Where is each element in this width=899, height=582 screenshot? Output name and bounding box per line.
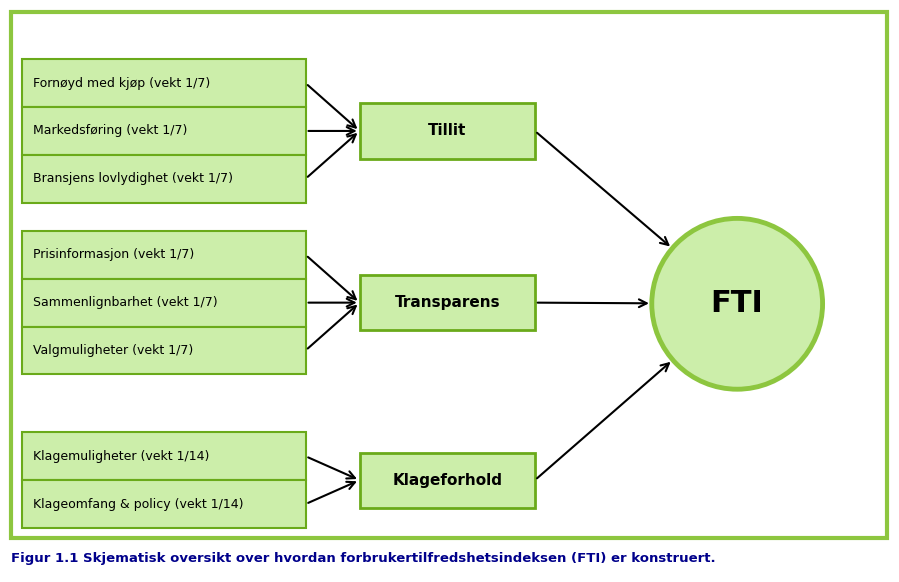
Bar xyxy=(22,279,306,327)
Bar xyxy=(22,432,306,480)
Bar xyxy=(360,104,535,158)
Text: Klageforhold: Klageforhold xyxy=(392,473,503,488)
Ellipse shape xyxy=(652,218,823,389)
Text: Tillit: Tillit xyxy=(428,123,467,139)
Bar xyxy=(360,275,535,331)
Text: Bransjens lovlydighet (vekt 1/7): Bransjens lovlydighet (vekt 1/7) xyxy=(33,172,233,185)
Text: Transparens: Transparens xyxy=(395,295,500,310)
Bar xyxy=(22,480,306,528)
Text: Valgmuligheter (vekt 1/7): Valgmuligheter (vekt 1/7) xyxy=(33,344,193,357)
Text: Markedsføring (vekt 1/7): Markedsføring (vekt 1/7) xyxy=(33,125,188,137)
Text: Klagemuligheter (vekt 1/14): Klagemuligheter (vekt 1/14) xyxy=(33,450,209,463)
Text: Prisinformasjon (vekt 1/7): Prisinformasjon (vekt 1/7) xyxy=(33,249,194,261)
Text: Sammenlignbarhet (vekt 1/7): Sammenlignbarhet (vekt 1/7) xyxy=(33,296,218,309)
Text: Klageomfang & policy (vekt 1/14): Klageomfang & policy (vekt 1/14) xyxy=(33,498,244,510)
Bar xyxy=(22,327,306,374)
Bar xyxy=(22,231,306,279)
Text: Figur 1.1 Skjematisk oversikt over hvordan forbrukertilfredshetsindeksen (FTI) e: Figur 1.1 Skjematisk oversikt over hvord… xyxy=(11,552,716,565)
Bar xyxy=(22,59,306,107)
Bar xyxy=(22,155,306,203)
Bar xyxy=(360,453,535,508)
Text: FTI: FTI xyxy=(711,289,763,318)
Bar xyxy=(22,107,306,155)
Text: Fornøyd med kjøp (vekt 1/7): Fornøyd med kjøp (vekt 1/7) xyxy=(33,77,210,90)
